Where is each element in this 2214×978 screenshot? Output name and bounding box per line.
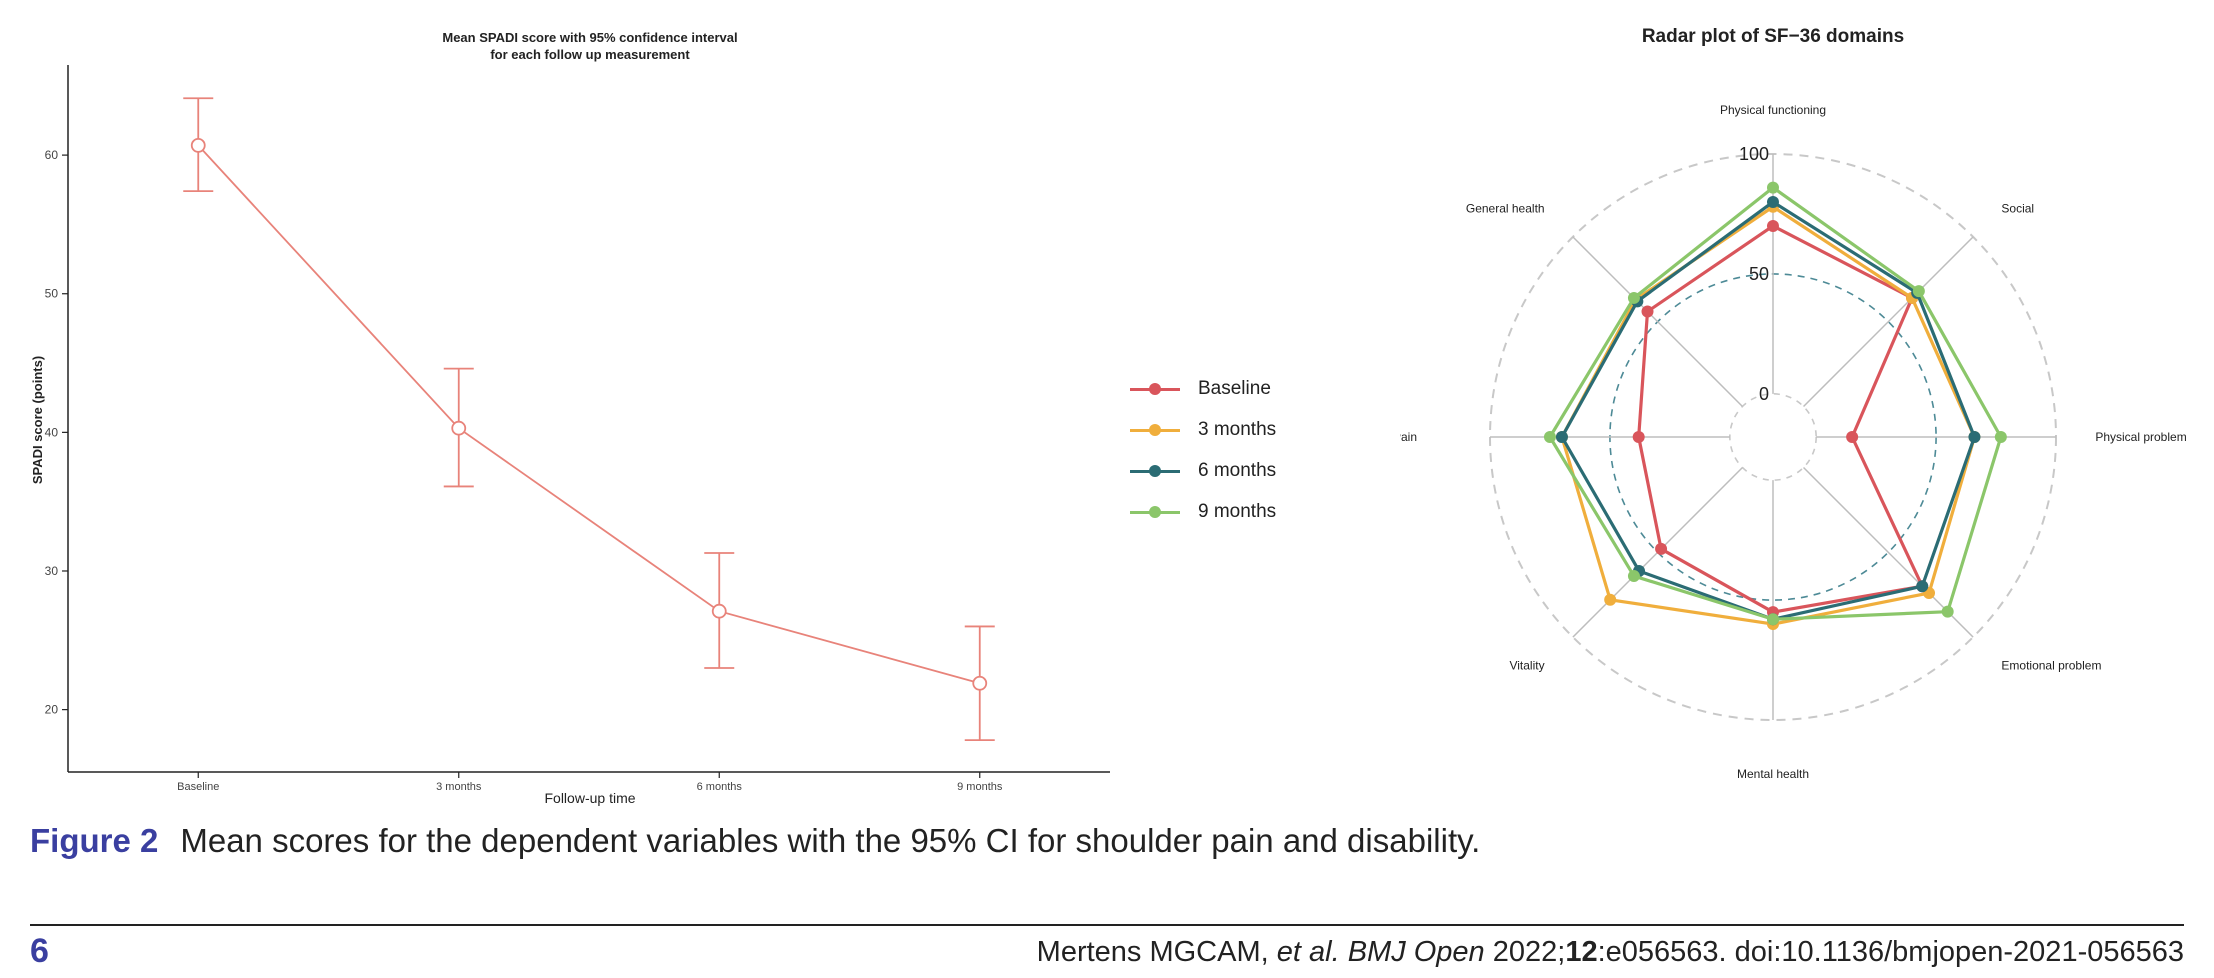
legend-label: 3 months [1198, 418, 1277, 440]
radar-series-point [1604, 593, 1617, 606]
mean-point [711, 603, 727, 619]
citation-etal: et al. [1276, 936, 1340, 968]
citation: Mertens MGCAM, et al. BMJ Open 2022;12:e… [1037, 936, 2184, 969]
sf36-radar-chart: Radar plot of SF−36 domains 0 50 100 Physic… [1400, 26, 2187, 781]
radar-series-point [1543, 431, 1556, 443]
x-tick-label: Baseline [177, 781, 219, 793]
citation-journal: BMJ Open [1347, 936, 1485, 968]
radar-series-point [1627, 570, 1640, 583]
spadi-line-chart: Mean SPADI score with 95% confidence int… [30, 30, 1110, 806]
spadi-mean-line [197, 144, 980, 685]
radar-series-point [1941, 605, 1954, 618]
radar-spoke [1572, 236, 1744, 408]
radar-series-point [1767, 195, 1779, 208]
radar-series-point [1846, 431, 1859, 443]
radar-series-point [1968, 431, 1981, 443]
radar-series-point [1767, 613, 1779, 626]
footer-rule [30, 924, 2184, 926]
legend-item: 3 months [1130, 409, 1276, 450]
radar-series-point [1627, 291, 1640, 304]
mean-point [972, 675, 988, 691]
radar-series-point [1555, 431, 1568, 443]
radar-series-point [1655, 542, 1668, 555]
radar-series-point [1641, 305, 1654, 318]
radar-chart-title: Radar plot of SF−36 domains [1642, 26, 1904, 47]
citation-authors: Mertens MGCAM, [1036, 936, 1277, 968]
x-tick-label: 6 months [697, 781, 743, 793]
left-chart-y-label: SPADI score (points) [30, 356, 45, 484]
radar-series-point [1912, 285, 1925, 298]
figure-label: Figure 2 [30, 822, 159, 859]
legend-item: 9 months [1130, 491, 1276, 532]
left-chart-subtitle: for each follow up measurement [490, 47, 690, 62]
legend-label: Baseline [1198, 377, 1271, 399]
radar-series-point [1916, 580, 1929, 593]
mean-point [190, 138, 206, 153]
radar-axis-label: Physical functioning [1720, 103, 1826, 117]
x-tick-label: 3 months [436, 781, 482, 793]
radar-axis-label: Physical problem [2095, 430, 2186, 444]
radar-r-tick-label: 0 [1759, 384, 1769, 404]
radar-axis-label: Emotional problem [2001, 658, 2101, 672]
y-tick-label: 20 [45, 703, 59, 717]
citation-volume: 12 [1565, 936, 1598, 968]
left-chart-x-label: Follow-up time [544, 790, 635, 806]
radar-series-point [1994, 431, 2007, 443]
y-tick-label: 30 [45, 564, 59, 578]
legend-label: 6 months [1198, 459, 1277, 481]
legend-item: Baseline [1130, 368, 1276, 409]
y-tick-label: 60 [45, 148, 59, 162]
radar-axis-label: Mental health [1737, 767, 1809, 781]
radar-series-point [1632, 431, 1645, 443]
radar-axis-label: General health [1466, 202, 1545, 216]
radar-legend: Baseline 3 months 6 months 9 months [1130, 368, 1276, 532]
mean-point [451, 420, 467, 436]
y-tick-label: 40 [45, 425, 59, 439]
radar-axis-label: Social [2001, 202, 2034, 216]
legend-swatch [1130, 420, 1180, 440]
radar-axis-label: Vitality [1509, 658, 1544, 672]
y-tick-label: 50 [45, 287, 59, 301]
radar-series-point [1767, 219, 1779, 232]
radar-grid-inner [1729, 393, 1817, 481]
legend-item: 6 months [1130, 450, 1276, 491]
radar-r-tick-label: 50 [1749, 264, 1769, 284]
radar-series-line [1637, 224, 1924, 614]
page-number: 6 [30, 932, 49, 970]
legend-swatch [1130, 502, 1180, 522]
figure-caption-text: Mean scores for the dependent variables … [180, 822, 1481, 859]
legend-swatch [1130, 461, 1180, 481]
x-tick-label: 9 months [957, 781, 1003, 793]
figure-caption: Figure 2 Mean scores for the dependent va… [30, 822, 1480, 860]
citation-article: :e056563. doi:10.1136/bmjopen-2021-05656… [1597, 936, 2184, 968]
radar-r-tick-label: 100 [1739, 144, 1769, 164]
left-chart-title: Mean SPADI score with 95% confidence int… [442, 30, 737, 45]
radar-axis-label: Pain [1400, 430, 1417, 444]
radar-series-point [1767, 181, 1779, 194]
legend-swatch [1130, 379, 1180, 399]
legend-label: 9 months [1198, 500, 1277, 522]
citation-year: 2022; [1492, 936, 1566, 968]
radar-spoke [1802, 236, 1974, 408]
